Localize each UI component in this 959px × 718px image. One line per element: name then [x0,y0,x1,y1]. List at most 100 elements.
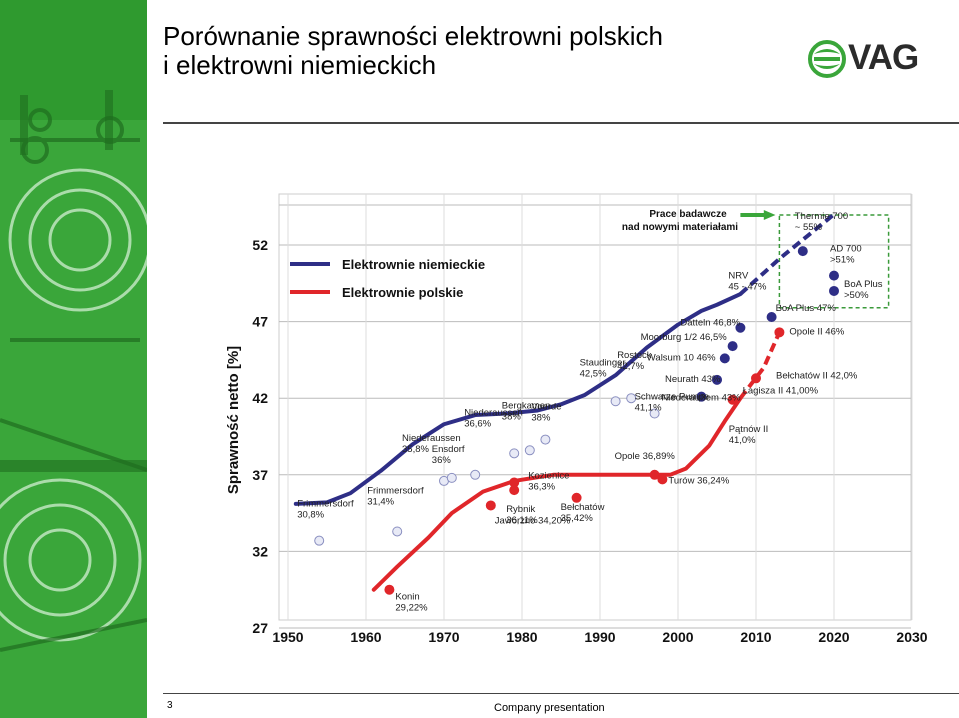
y-tick-label: 52 [252,237,268,253]
series-trend-line [371,396,743,592]
free-label: 45 - 47% [728,282,767,293]
data-point [766,312,777,323]
data-point-label: 35,8% [402,444,429,455]
data-point [751,373,761,384]
y-axis-label: Sprawność netto [%] [225,346,242,494]
free-label: Pątnów II [729,424,769,435]
data-point-label: 41,1% [635,403,662,414]
x-tick-label: 1970 [428,629,459,645]
free-label: 41,0% [729,435,756,446]
point-labels: Frimmersdorf30,8%Frimmersdorf31,4%Nieder… [297,211,883,614]
y-tick-label: 27 [252,620,268,636]
data-point [712,374,722,385]
series-lines [293,212,836,592]
data-point-label: 35,42% [561,513,594,524]
vag-swirl-logo-icon [808,40,846,78]
research-box-label: nad nowymi materiałami [622,222,738,233]
data-point-label: 31,4% [367,496,394,507]
data-point-label: Rostock [617,350,652,361]
x-tick-label: 2030 [896,629,927,645]
chart-grid [279,194,913,629]
data-point-label: 36,11% [506,515,538,526]
data-point-label: 36,6% [464,418,491,429]
data-point-label: Bergkamen [502,400,551,411]
y-tick-label: 37 [252,467,268,483]
free-label: NRV [728,271,749,282]
y-tick-label: 42 [252,390,268,406]
data-point-label: Staudinger [580,357,626,368]
data-point-label: Bełchatów [561,502,605,513]
data-point-label: 38% [531,413,551,424]
x-tick-label: 2020 [818,629,849,645]
series-projected-line [738,331,782,400]
data-point-label: Rybnik [506,504,535,515]
x-tick-label: 1960 [350,629,381,645]
data-point [719,353,730,364]
x-tick-labels: 1950 1960 1970 1980 1990 2000 2010 2020 2030 [272,629,927,645]
x-tick-label: 1950 [272,629,303,645]
data-point-label: 36,3% [528,481,555,492]
data-point [649,408,660,419]
data-point [626,393,637,404]
data-point [571,492,582,503]
chart-legend: Elektrownie niemieckie Elektrownie polski… [290,257,485,300]
data-point [649,469,660,480]
legend-label: Elektrownie niemieckie [342,257,485,272]
footer-text: Company presentation [494,702,605,714]
data-point-label: ~ 55% [795,222,823,233]
series-points [314,246,839,595]
data-point-label: 42,7% [617,361,644,372]
data-point-label: Datteln 46,8% [680,318,740,329]
x-tick-label: 2000 [662,629,693,645]
data-point [509,485,520,496]
data-point-label: Ensdorf [432,444,465,455]
data-point-label: 38% [502,411,522,422]
data-point [774,327,785,338]
data-point-label: Jaworzno 34,20% [495,515,571,526]
x-tick-label: 1980 [506,629,537,645]
data-point [727,394,738,405]
data-point-label: >51% [830,255,855,266]
data-point [797,246,808,257]
data-point-label: Opole 36,89% [615,451,676,462]
slide-title-line2: i elektrowni niemieckich [163,50,437,80]
data-point-label: 29,22% [395,603,428,614]
data-point-label: Turów 36,24% [668,475,729,486]
efficiency-chart: Prace badawcze nad nowymi materiałami 52 4… [225,193,928,645]
data-point-label: 42,5% [580,368,607,379]
data-point-label: Bełchatów II 42,0% [776,370,858,381]
data-point-label: Niederaussen [402,433,461,444]
data-point-label: Konin [395,592,419,603]
data-point-label: Frimmersdorf [367,485,424,496]
data-point [384,584,395,595]
data-point [735,322,746,333]
plot-area [278,193,912,621]
series-projected-line [739,212,836,296]
data-point [509,448,520,459]
data-point-label: 30,8% [297,510,324,521]
data-point-label: Opole II 46% [789,326,844,337]
data-point [485,500,496,511]
page-number: 3 [167,700,173,711]
data-point-label: >50% [844,290,869,301]
data-point-label: Thermie 700 [795,211,848,222]
data-point [727,341,738,352]
y-tick-labels: 52 47 42 37 32 27 [252,237,268,636]
x-tick-label: 2010 [740,629,771,645]
title-divider [163,122,959,124]
data-point [829,270,839,281]
data-point [470,469,481,480]
data-point-label: Kozienice [528,470,569,481]
vag-logo-text: VAG [848,38,919,77]
legend-label: Elektrownie polskie [342,285,463,300]
valve-illustration [0,0,147,718]
data-point-label: AD 700 [830,244,862,255]
data-point [696,391,707,402]
data-point [314,535,325,546]
data-point [524,445,535,456]
sidebar-valve-photo [0,0,147,718]
research-box-label: Prace badawcze [649,209,727,220]
data-point [657,474,668,485]
data-point-label: 36% [432,455,452,466]
x-tick-label: 1990 [584,629,615,645]
